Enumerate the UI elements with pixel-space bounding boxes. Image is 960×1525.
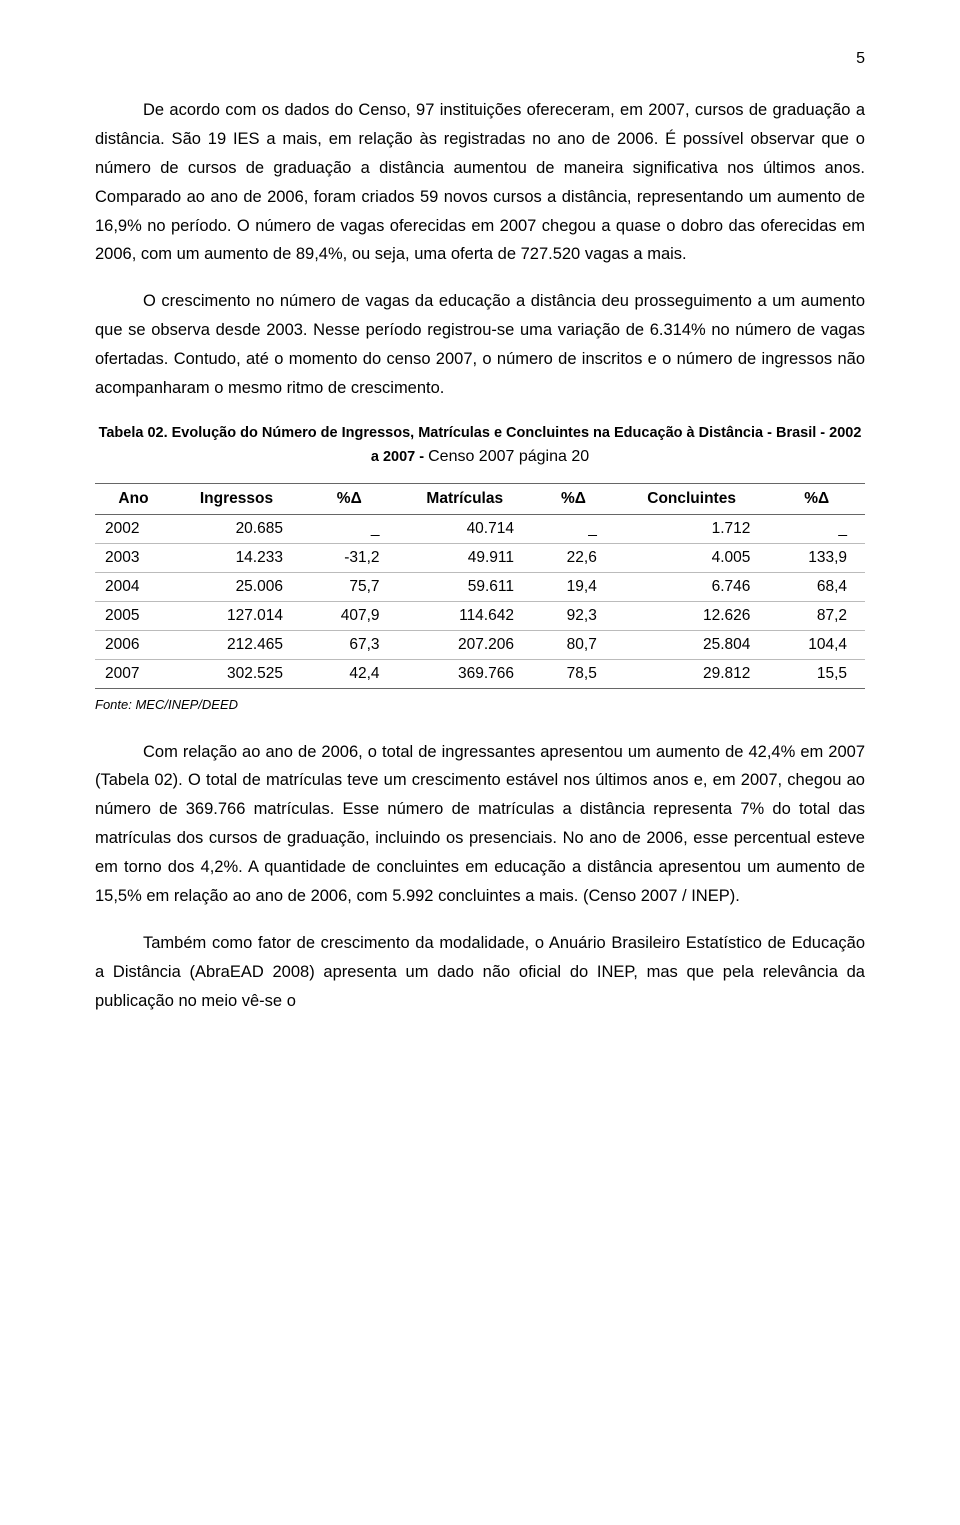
paragraph-3: Com relação ao ano de 2006, o total de i… — [95, 738, 865, 911]
cell: 22,6 — [532, 543, 615, 572]
page-number: 5 — [95, 50, 865, 68]
document-page: 5 De acordo com os dados do Censo, 97 in… — [0, 0, 960, 1093]
cell: 15,5 — [768, 659, 865, 688]
cell: 133,9 — [768, 543, 865, 572]
cell: 92,3 — [532, 601, 615, 630]
cell: 2007 — [95, 659, 172, 688]
table-body: 2002 20.685 _ 40.714 _ 1.712 _ 2003 14.2… — [95, 514, 865, 688]
table-header-row: Ano Ingressos %Δ Matrículas %Δ Concluint… — [95, 483, 865, 514]
cell: 2005 — [95, 601, 172, 630]
cell: 6.746 — [615, 572, 769, 601]
cell: 80,7 — [532, 630, 615, 659]
table-row: 2003 14.233 -31,2 49.911 22,6 4.005 133,… — [95, 543, 865, 572]
cell: 78,5 — [532, 659, 615, 688]
cell: 2004 — [95, 572, 172, 601]
table-caption-tail: Censo 2007 página 20 — [428, 448, 589, 465]
data-table: Ano Ingressos %Δ Matrículas %Δ Concluint… — [95, 483, 865, 689]
cell: 29.812 — [615, 659, 769, 688]
cell: 407,9 — [301, 601, 398, 630]
cell: 59.611 — [398, 572, 532, 601]
table-source: Fonte: MEC/INEP/DEED — [95, 697, 865, 712]
cell: 67,3 — [301, 630, 398, 659]
col-pctdelta-3: %Δ — [768, 483, 865, 514]
cell: 20.685 — [172, 514, 301, 543]
cell: 2002 — [95, 514, 172, 543]
cell: 104,4 — [768, 630, 865, 659]
cell: 4.005 — [615, 543, 769, 572]
col-matriculas: Matrículas — [398, 483, 532, 514]
table-row: 2004 25.006 75,7 59.611 19,4 6.746 68,4 — [95, 572, 865, 601]
col-pctdelta-2: %Δ — [532, 483, 615, 514]
cell: 1.712 — [615, 514, 769, 543]
cell: 14.233 — [172, 543, 301, 572]
paragraph-1: De acordo com os dados do Censo, 97 inst… — [95, 96, 865, 269]
cell: -31,2 — [301, 543, 398, 572]
cell: 75,7 — [301, 572, 398, 601]
paragraph-2: O crescimento no número de vagas da educ… — [95, 287, 865, 403]
cell: _ — [768, 514, 865, 543]
cell: 302.525 — [172, 659, 301, 688]
col-concluintes: Concluintes — [615, 483, 769, 514]
table-row: 2007 302.525 42,4 369.766 78,5 29.812 15… — [95, 659, 865, 688]
table-row: 2006 212.465 67,3 207.206 80,7 25.804 10… — [95, 630, 865, 659]
cell: _ — [532, 514, 615, 543]
table-row: 2002 20.685 _ 40.714 _ 1.712 _ — [95, 514, 865, 543]
cell: 19,4 — [532, 572, 615, 601]
cell: 42,4 — [301, 659, 398, 688]
cell: 12.626 — [615, 601, 769, 630]
table-row: 2005 127.014 407,9 114.642 92,3 12.626 8… — [95, 601, 865, 630]
cell: 212.465 — [172, 630, 301, 659]
col-ano: Ano — [95, 483, 172, 514]
cell: 25.006 — [172, 572, 301, 601]
paragraph-4: Também como fator de crescimento da moda… — [95, 929, 865, 1016]
cell: 127.014 — [172, 601, 301, 630]
cell: 49.911 — [398, 543, 532, 572]
cell: 25.804 — [615, 630, 769, 659]
cell: 2003 — [95, 543, 172, 572]
cell: _ — [301, 514, 398, 543]
table-caption: Tabela 02. Evolução do Número de Ingress… — [95, 423, 865, 469]
cell: 207.206 — [398, 630, 532, 659]
cell: 2006 — [95, 630, 172, 659]
cell: 68,4 — [768, 572, 865, 601]
col-ingressos: Ingressos — [172, 483, 301, 514]
col-pctdelta-1: %Δ — [301, 483, 398, 514]
cell: 87,2 — [768, 601, 865, 630]
cell: 40.714 — [398, 514, 532, 543]
cell: 114.642 — [398, 601, 532, 630]
cell: 369.766 — [398, 659, 532, 688]
